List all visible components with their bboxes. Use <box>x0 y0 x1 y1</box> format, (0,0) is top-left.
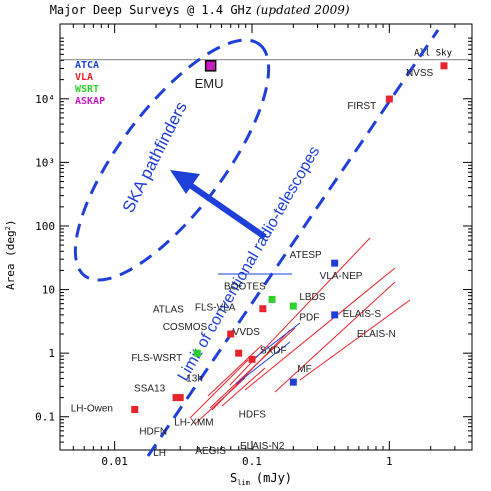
y-axis-label-main: Area (deg <box>4 230 17 290</box>
label-sxdf: SXDF <box>260 345 287 356</box>
plot-frame <box>59 23 473 451</box>
x-axis-label-main: S <box>230 471 237 485</box>
legend-vla: VLA <box>75 72 93 83</box>
label-emu: EMU <box>195 76 224 91</box>
x-axis-label: Slim (mJy) <box>230 471 292 487</box>
point-vvds <box>235 349 243 357</box>
data-points <box>131 60 448 414</box>
point-emu <box>204 60 217 72</box>
survey-trace-lines <box>189 237 411 425</box>
point-sxdf <box>248 355 256 363</box>
label-first: FIRST <box>347 101 376 112</box>
point-bootes <box>268 295 276 303</box>
axis-ticks: 0.01 0.1 1 0.1 1 10 100 10³ 10⁴ <box>35 24 472 468</box>
point-nvss <box>440 62 448 70</box>
chart-title-note: (updated 2009) <box>256 3 350 17</box>
pathfinder-arrow-head <box>170 170 200 194</box>
label-elais-n2: ELAIS-N2 <box>240 441 285 452</box>
label-atesp: ATESP <box>290 250 322 261</box>
trace-line <box>207 344 263 397</box>
point-fls-vla <box>259 305 267 313</box>
x-tick-label: 0.1 <box>242 455 262 468</box>
label-lh: LH <box>153 448 166 459</box>
point-cosmos <box>227 330 235 338</box>
x-tick-label: 1 <box>386 455 393 468</box>
label-elais-n: ELAIS-N <box>357 329 396 340</box>
legend: ATCA VLA WSRT ASKAP <box>75 60 105 107</box>
point-first <box>385 95 393 103</box>
label-nvss: NVSS <box>406 68 434 79</box>
ska-pathfinders-label: SKA pathfinders <box>119 99 191 216</box>
point-atesp <box>331 259 339 267</box>
label-pdf: PDF <box>299 313 319 324</box>
ska-pathfinders-ellipse <box>73 38 271 282</box>
y-axis-label-close: ) <box>4 220 17 227</box>
legend-wsrt: WSRT <box>75 84 99 95</box>
label-lh-owen: LH-Owen <box>71 404 113 415</box>
label-atlas: ATLAS <box>153 305 184 316</box>
label-hdfn: HDFN <box>139 427 167 438</box>
point-ssa13 <box>172 394 180 402</box>
y-tick-label: 100 <box>35 220 55 233</box>
limit-dashed-line <box>146 29 440 457</box>
survey-trace-lines-blue <box>218 273 301 385</box>
point-labels: EMU NVSS FIRST ATESP VLA-NEP BOOTES ATLAS FLS-V… <box>71 68 434 459</box>
y-tick-label: 10 <box>42 284 55 297</box>
y-axis-label: Area (deg2) <box>4 220 17 290</box>
y-tick-label: 1 <box>48 347 55 360</box>
label-lbds: LBDS <box>299 292 325 303</box>
limit-label: Limit of conventional radio-telescopes <box>175 144 324 384</box>
all-sky-label: All Sky <box>414 49 453 59</box>
y-tick-label: 10³ <box>35 156 55 169</box>
x-axis-label-unit: (mJy) <box>256 471 292 485</box>
chart-title: Major Deep Surveys @ 1.4 GHz <box>50 3 252 17</box>
trace-line <box>194 377 246 425</box>
label-bootes: BOOTES <box>224 281 266 292</box>
legend-atca: ATCA <box>75 60 99 71</box>
x-axis-label-sub: lim <box>237 479 250 487</box>
point-fls-wsrt <box>193 349 201 357</box>
label-vvds: VVDS <box>233 327 261 338</box>
point-lbds <box>289 302 297 310</box>
label-fls-vla: FLS-VLA <box>195 303 236 314</box>
trace-line <box>274 281 396 393</box>
y-tick-label: 0.1 <box>35 411 55 424</box>
point-lh-owen <box>131 406 139 414</box>
trace-line <box>235 341 291 385</box>
pathfinder-arrow <box>188 182 267 240</box>
legend-askap: ASKAP <box>75 96 105 107</box>
label-fls-wsrt: FLS-WSRT <box>131 353 182 364</box>
trace-line <box>189 359 249 419</box>
label-hdfs: HDFS <box>239 410 267 421</box>
y-tick-label: 10⁴ <box>35 93 55 106</box>
trace-line <box>221 367 266 407</box>
label-mf: MF <box>297 364 311 375</box>
trace-line <box>244 267 396 391</box>
y-axis-label-sup: 2 <box>4 226 12 230</box>
label-vla-nep: VLA-NEP <box>320 271 363 282</box>
label-lh-xmm: LH-XMM <box>174 418 213 429</box>
point-mf <box>289 378 297 386</box>
point-elais-s <box>331 311 339 319</box>
trace-line <box>251 322 301 361</box>
trace-line <box>299 299 411 381</box>
label-elais-s: ELAIS-S <box>343 309 382 320</box>
label-ssa13: SSA13 <box>134 384 166 395</box>
label-aegis: AEGIS <box>195 446 226 457</box>
label-13h: 13h <box>186 374 203 385</box>
point-13h <box>176 394 184 402</box>
x-tick-label: 0.01 <box>101 455 128 468</box>
label-cosmos: COSMOS <box>163 322 208 333</box>
